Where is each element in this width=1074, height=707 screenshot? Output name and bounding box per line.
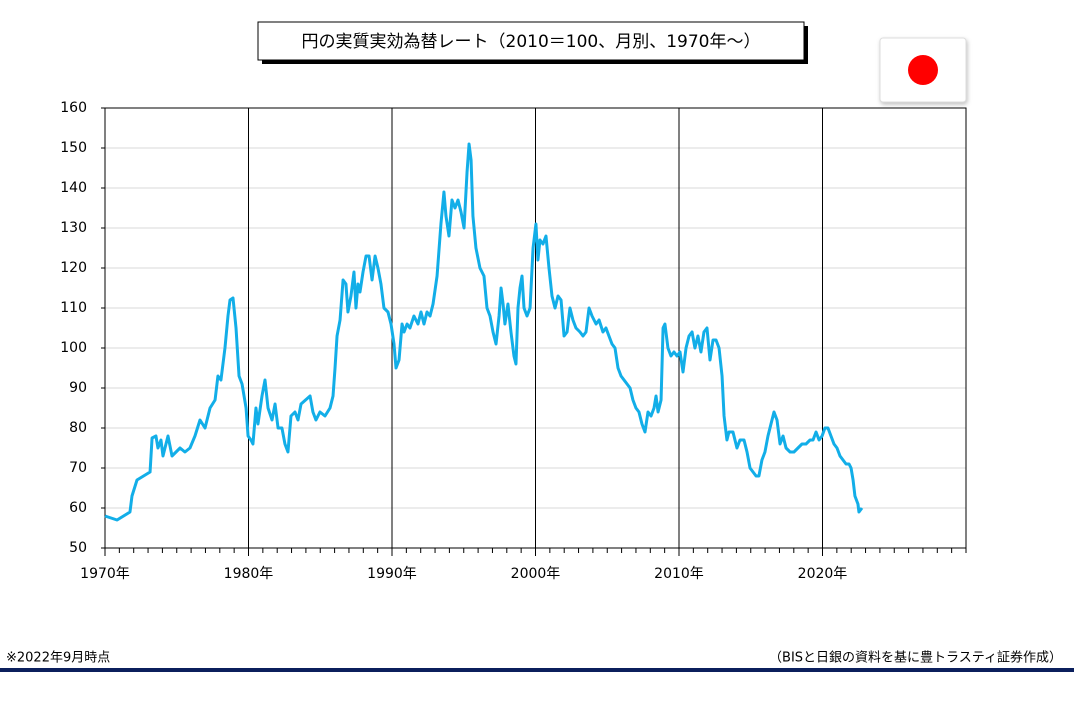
rate-line (104, 142, 864, 522)
y-tick-label: 120 (60, 260, 87, 276)
x-tick-label: 1980年 (224, 566, 274, 582)
y-tick-label: 100 (60, 340, 87, 356)
x-tick-label: 2020年 (798, 566, 848, 582)
y-tick-label: 110 (60, 300, 87, 316)
chart-title: 円の実質実効為替レート（2010＝100、月別、1970年～） (302, 32, 761, 52)
x-tick-label: 1970年 (80, 566, 130, 582)
y-tick-label: 50 (69, 540, 87, 556)
y-tick-label: 70 (69, 460, 87, 476)
x-tick-label: 2010年 (654, 566, 704, 582)
y-tick-label: 80 (69, 420, 87, 436)
note: ※2022年9月時点 (6, 651, 110, 666)
x-tick-label: 1990年 (367, 566, 417, 582)
y-tick-label: 150 (60, 140, 87, 156)
plot-border (104, 107, 967, 549)
y-tick-label: 160 (60, 100, 87, 116)
y-tick-label: 90 (69, 380, 87, 396)
y-tick-label: 130 (60, 220, 87, 236)
x-tick-label: 2000年 (511, 566, 561, 582)
footer-rule (0, 668, 1074, 672)
title-box (257, 21, 805, 61)
source: （BISと日銀の資料を基に豊トラスティ証券作成） (769, 650, 1062, 666)
y-tick-label: 60 (69, 500, 87, 516)
y-tick-label: 140 (60, 180, 87, 196)
flag-sun (908, 55, 938, 85)
